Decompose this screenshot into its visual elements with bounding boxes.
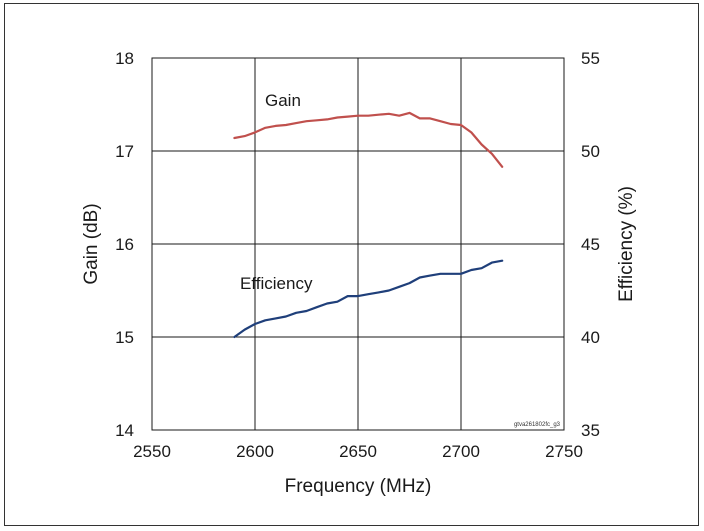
plot-area-border <box>151 57 565 431</box>
x-axis-title: Frequency (MHz) <box>285 476 432 497</box>
y-left-tick-label: 14 <box>115 421 134 440</box>
x-tick-labels: 2550 2600 2650 2700 2750 <box>133 442 583 461</box>
gain-annotation: Gain <box>265 91 301 110</box>
efficiency-annotation: Efficiency <box>240 274 313 293</box>
y-right-tick-label: 50 <box>581 142 600 161</box>
y-right-tick-labels: 35 40 45 50 55 <box>581 49 600 440</box>
x-tick-label: 2600 <box>236 442 274 461</box>
series-layer <box>233 111 504 339</box>
figure-reference: gtva261802fc_g3 <box>514 422 561 428</box>
y-right-axis-title: Efficiency (%) <box>616 186 637 302</box>
y-left-axis-title: Gain (dB) <box>81 203 102 284</box>
x-tick-label: 2700 <box>442 442 480 461</box>
x-tick-label: 2750 <box>545 442 583 461</box>
x-tick-label: 2550 <box>133 442 171 461</box>
y-right-tick-label: 55 <box>581 49 600 68</box>
efficiency-series-line <box>233 259 504 339</box>
y-right-tick-label: 35 <box>581 421 600 440</box>
y-right-tick-label: 45 <box>581 235 600 254</box>
x-tick-label: 2650 <box>339 442 377 461</box>
gain-series-line <box>233 111 504 168</box>
grid <box>152 58 564 430</box>
y-left-tick-labels: 14 15 16 17 18 <box>115 49 134 440</box>
y-right-tick-label: 40 <box>581 328 600 347</box>
y-left-tick-label: 16 <box>115 235 134 254</box>
y-left-tick-label: 15 <box>115 328 134 347</box>
y-left-tick-label: 18 <box>115 49 134 68</box>
y-left-tick-label: 17 <box>115 142 134 161</box>
chart-frame <box>4 3 699 526</box>
